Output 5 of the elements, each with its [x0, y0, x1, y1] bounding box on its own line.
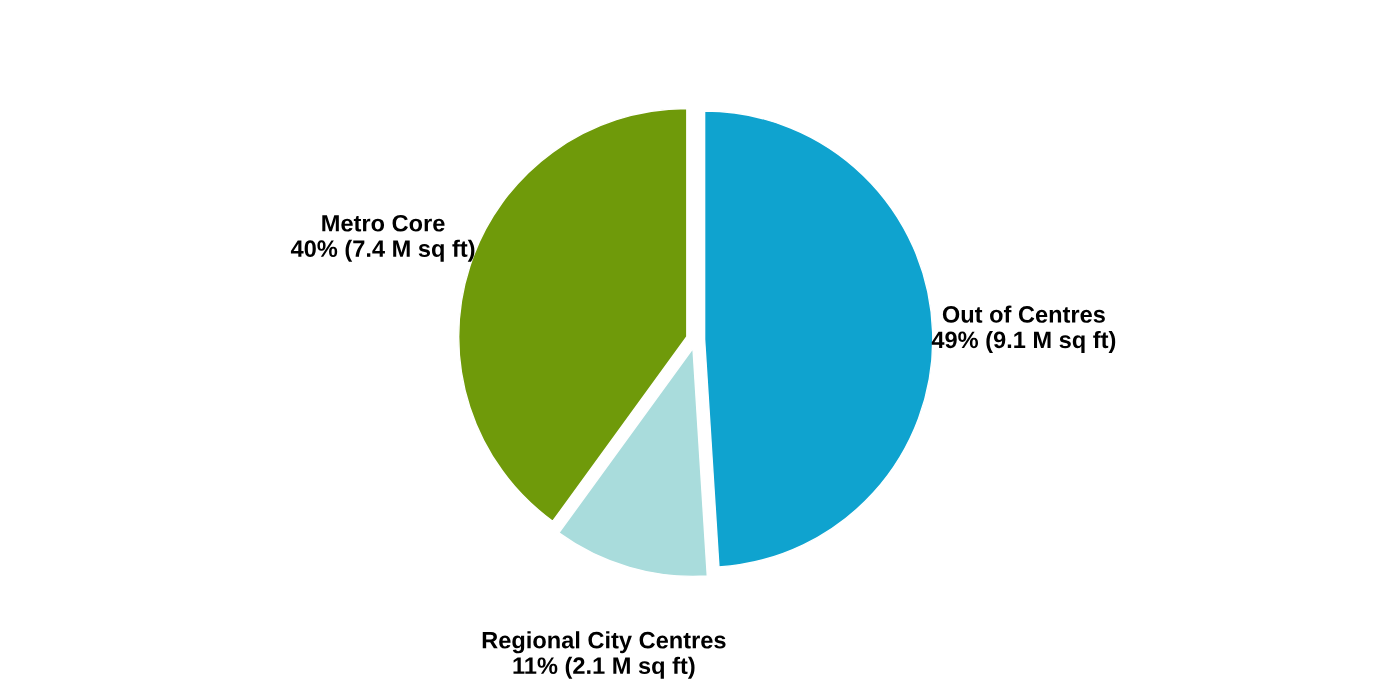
data-label: 11% (2.1 M sq ft)	[513, 656, 695, 679]
slice-label: Out of Centres	[942, 305, 1105, 323]
slice-label: Regional City Centres	[482, 631, 726, 654]
data-label: 40% (7.4 M sq ft)	[290, 239, 475, 262]
slice-label: Metro Core	[322, 214, 445, 232]
